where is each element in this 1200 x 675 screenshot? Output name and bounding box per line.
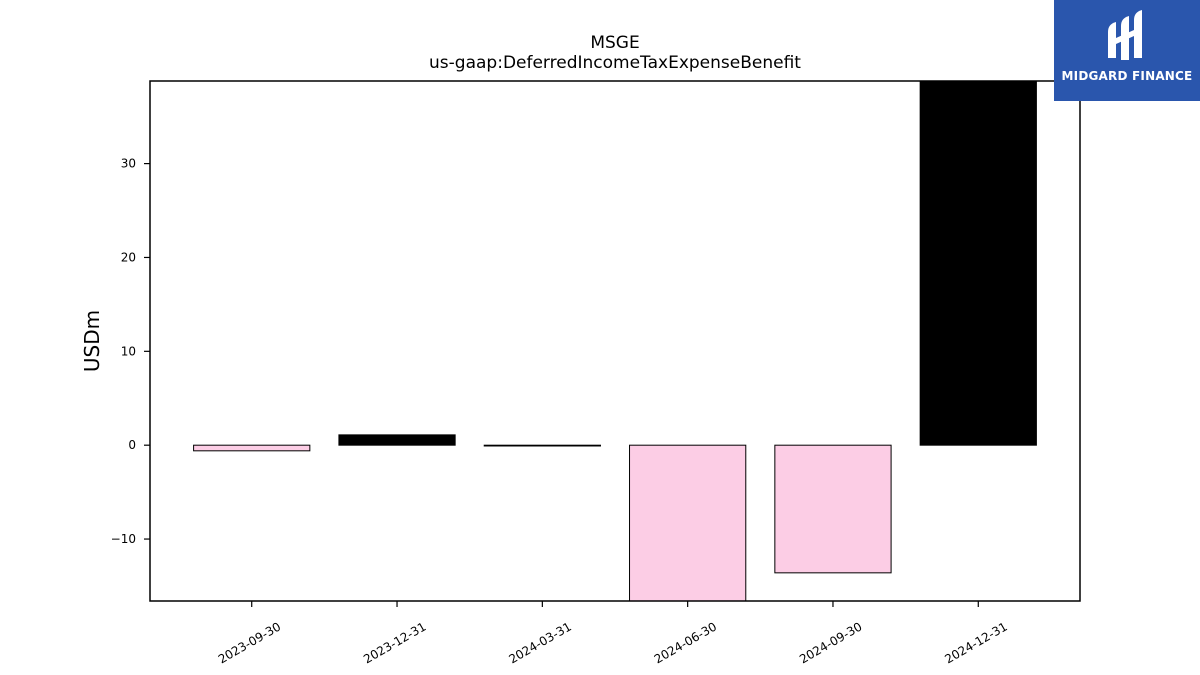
plot-frame — [149, 80, 1081, 602]
x-tick-label: 2023-12-31 — [361, 619, 428, 666]
y-tick-label: 0 — [128, 438, 136, 452]
bar-2023-12-31 — [338, 434, 456, 446]
midgard-logo-icon — [1108, 10, 1142, 60]
logo-text: MIDGARD FINANCE — [1061, 69, 1193, 83]
y-axis-label: USDm — [80, 310, 104, 372]
bar-2023-09-30 — [193, 444, 311, 452]
bar-2024-03-31 — [483, 444, 601, 447]
x-axis-ticks: 2023-09-30 2023-12-31 2024-03-31 2024-06-30… — [216, 601, 1010, 666]
x-tick-label: 2024-06-30 — [652, 619, 719, 666]
x-tick-label: 2024-12-31 — [942, 619, 1009, 666]
x-tick-label: 2024-03-31 — [506, 619, 573, 666]
bars-group — [193, 80, 1037, 602]
y-tick-label: 10 — [121, 344, 136, 358]
bar-2024-12-31 — [919, 80, 1037, 446]
y-tick-label: 30 — [121, 157, 136, 171]
bar-2024-09-30 — [774, 444, 892, 574]
y-tick-label: −10 — [111, 532, 136, 546]
chart-subtitle: us-gaap:DeferredIncomeTaxExpenseBenefit — [429, 53, 801, 73]
y-tick-label: 20 — [121, 250, 136, 264]
y-axis-ticks: −10 0 10 20 30 — [111, 157, 150, 546]
x-tick-label: 2024-09-30 — [797, 619, 864, 666]
x-tick-label: 2023-09-30 — [216, 619, 283, 666]
chart-title: MSGE — [590, 33, 639, 53]
bar-2024-06-30 — [629, 444, 747, 602]
midgard-finance-logo: MIDGARD FINANCE — [1054, 0, 1200, 101]
